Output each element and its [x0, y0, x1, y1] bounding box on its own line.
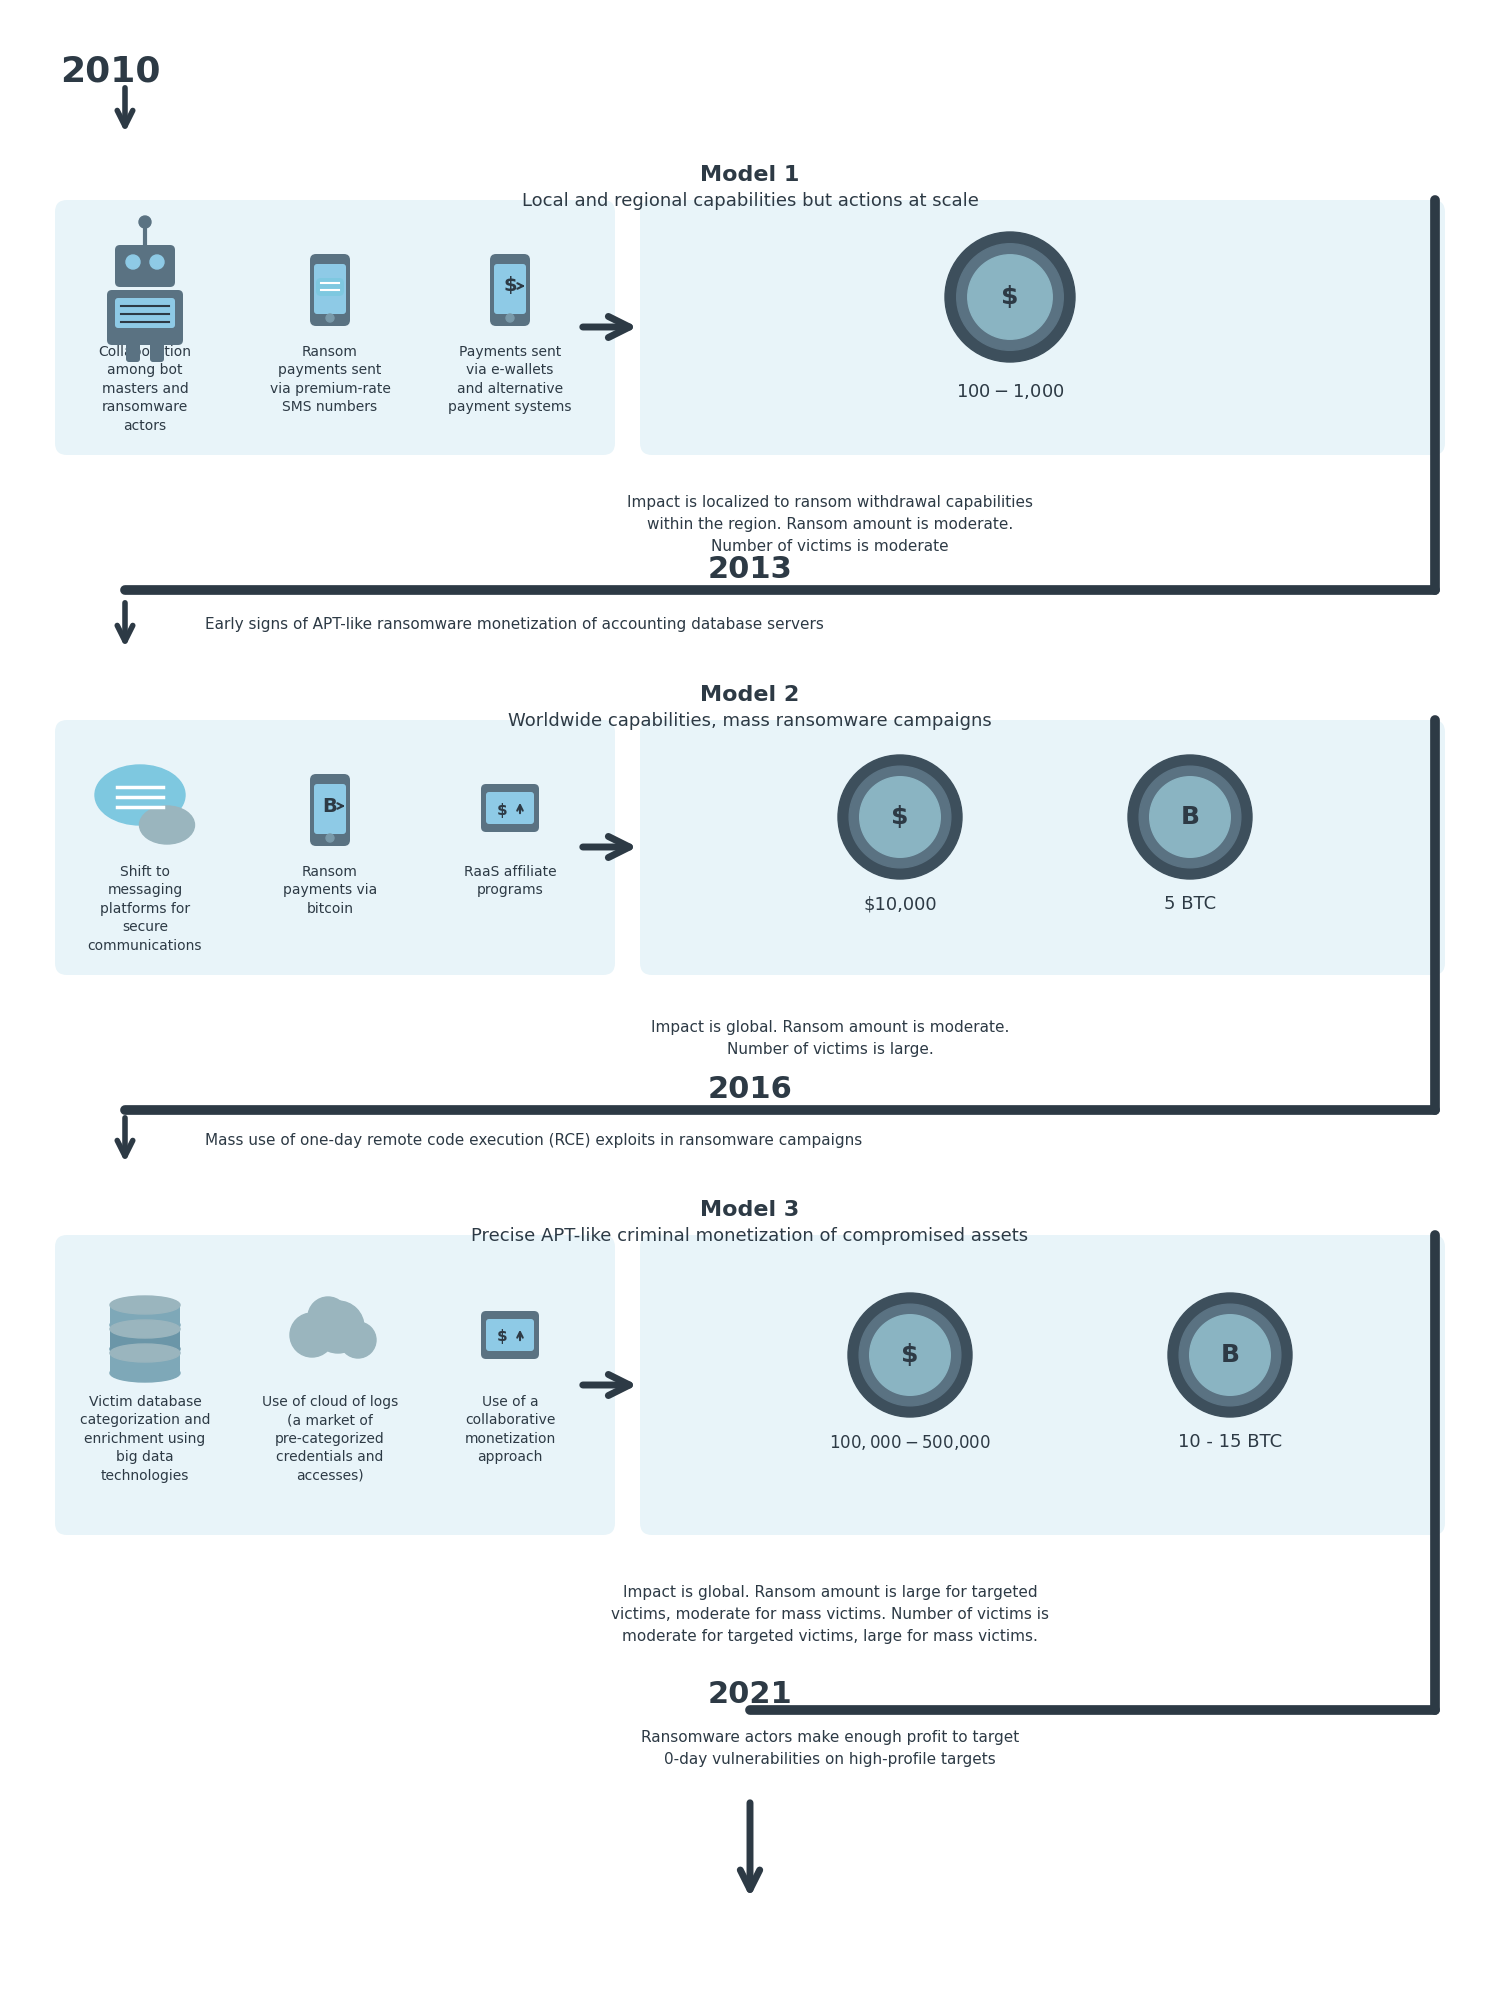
FancyBboxPatch shape — [640, 200, 1444, 455]
FancyBboxPatch shape — [482, 1311, 538, 1359]
Circle shape — [859, 1305, 962, 1406]
Text: Victim database
categorization and
enrichment using
big data
technologies: Victim database categorization and enric… — [80, 1395, 210, 1482]
Circle shape — [870, 1315, 951, 1395]
Circle shape — [1179, 1305, 1281, 1406]
FancyBboxPatch shape — [56, 720, 615, 976]
Circle shape — [1168, 1293, 1292, 1416]
Text: Precise APT-like criminal monetization of compromised assets: Precise APT-like criminal monetization o… — [471, 1227, 1029, 1245]
Ellipse shape — [110, 1341, 180, 1359]
Text: $10,000: $10,000 — [862, 896, 938, 914]
Circle shape — [849, 766, 951, 868]
Text: 2013: 2013 — [708, 555, 792, 585]
FancyBboxPatch shape — [486, 1319, 534, 1351]
Text: Mass use of one-day remote code execution (RCE) exploits in ransomware campaigns: Mass use of one-day remote code executio… — [206, 1133, 862, 1147]
Text: Collaboration
among bot
masters and
ransomware
actors: Collaboration among bot masters and rans… — [99, 345, 192, 433]
Circle shape — [312, 1301, 364, 1353]
Circle shape — [957, 243, 1064, 351]
Circle shape — [140, 215, 152, 227]
FancyBboxPatch shape — [116, 245, 176, 287]
Text: Impact is global. Ransom amount is moderate.
Number of victims is large.: Impact is global. Ransom amount is moder… — [651, 1019, 1010, 1057]
Circle shape — [290, 1313, 334, 1357]
Circle shape — [150, 255, 164, 269]
Ellipse shape — [110, 1365, 180, 1383]
FancyBboxPatch shape — [490, 253, 530, 325]
Circle shape — [1149, 776, 1230, 858]
FancyBboxPatch shape — [314, 784, 346, 834]
Ellipse shape — [110, 1317, 180, 1335]
Text: Model 1: Model 1 — [700, 166, 800, 186]
Circle shape — [126, 255, 140, 269]
Text: Early signs of APT-like ransomware monetization of accounting database servers: Early signs of APT-like ransomware monet… — [206, 618, 824, 632]
Circle shape — [839, 754, 962, 880]
Text: Use of a
collaborative
monetization
approach: Use of a collaborative monetization appr… — [465, 1395, 555, 1464]
FancyBboxPatch shape — [640, 1235, 1444, 1534]
FancyBboxPatch shape — [494, 263, 526, 313]
Text: Local and regional capabilities but actions at scale: Local and regional capabilities but acti… — [522, 192, 978, 209]
Text: $: $ — [496, 802, 507, 818]
Ellipse shape — [94, 764, 184, 826]
Text: Ransomware actors make enough profit to target
0-day vulnerabilities on high-pro: Ransomware actors make enough profit to … — [640, 1730, 1019, 1768]
Text: B: B — [322, 796, 338, 816]
Circle shape — [847, 1293, 972, 1416]
Text: Worldwide capabilities, mass ransomware campaigns: Worldwide capabilities, mass ransomware … — [509, 712, 992, 730]
FancyBboxPatch shape — [110, 1353, 180, 1373]
FancyBboxPatch shape — [56, 1235, 615, 1534]
Ellipse shape — [140, 806, 195, 844]
FancyBboxPatch shape — [640, 720, 1444, 976]
Text: Shift to
messaging
platforms for
secure
communications: Shift to messaging platforms for secure … — [87, 866, 202, 952]
Text: B: B — [1180, 806, 1200, 830]
FancyBboxPatch shape — [316, 277, 344, 295]
Ellipse shape — [110, 1345, 180, 1363]
FancyBboxPatch shape — [56, 200, 615, 455]
Text: $100 - $1,000: $100 - $1,000 — [956, 381, 1065, 401]
Text: 5 BTC: 5 BTC — [1164, 896, 1216, 914]
Text: $: $ — [503, 277, 518, 295]
Circle shape — [968, 255, 1053, 339]
FancyBboxPatch shape — [110, 1329, 180, 1349]
Text: $100,000 - $500,000: $100,000 - $500,000 — [830, 1432, 992, 1452]
FancyBboxPatch shape — [486, 792, 534, 824]
FancyBboxPatch shape — [150, 341, 164, 361]
FancyBboxPatch shape — [310, 253, 350, 325]
Text: $: $ — [1002, 285, 1019, 309]
Text: Model 3: Model 3 — [700, 1201, 800, 1221]
Ellipse shape — [110, 1321, 180, 1339]
FancyBboxPatch shape — [314, 263, 346, 313]
FancyBboxPatch shape — [110, 1305, 180, 1325]
Circle shape — [859, 776, 940, 858]
Text: 2016: 2016 — [708, 1075, 792, 1103]
Circle shape — [1128, 754, 1252, 880]
Text: Ransom
payments via
bitcoin: Ransom payments via bitcoin — [284, 866, 376, 916]
Text: Model 2: Model 2 — [700, 684, 800, 704]
FancyBboxPatch shape — [116, 297, 176, 327]
Circle shape — [326, 313, 334, 321]
Text: $: $ — [496, 1329, 507, 1345]
Text: $: $ — [902, 1343, 918, 1367]
Circle shape — [506, 313, 515, 321]
FancyBboxPatch shape — [310, 774, 350, 846]
Text: Use of cloud of logs
(a market of
pre-categorized
credentials and
accesses): Use of cloud of logs (a market of pre-ca… — [262, 1395, 398, 1482]
Text: Payments sent
via e-wallets
and alternative
payment systems: Payments sent via e-wallets and alternat… — [448, 345, 572, 415]
Text: 2021: 2021 — [708, 1680, 792, 1710]
FancyBboxPatch shape — [126, 341, 140, 361]
Text: Ransom
payments sent
via premium-rate
SMS numbers: Ransom payments sent via premium-rate SM… — [270, 345, 390, 415]
Ellipse shape — [110, 1297, 180, 1315]
Text: 10 - 15 BTC: 10 - 15 BTC — [1178, 1432, 1282, 1450]
Text: $: $ — [891, 806, 909, 830]
Circle shape — [1138, 766, 1240, 868]
Text: RaaS affiliate
programs: RaaS affiliate programs — [464, 866, 556, 898]
Circle shape — [326, 834, 334, 842]
Circle shape — [308, 1297, 348, 1337]
Circle shape — [945, 231, 1076, 361]
Text: Impact is global. Ransom amount is large for targeted
victims, moderate for mass: Impact is global. Ransom amount is large… — [610, 1584, 1048, 1644]
Text: 2010: 2010 — [60, 56, 160, 90]
FancyBboxPatch shape — [106, 289, 183, 345]
Circle shape — [1190, 1315, 1270, 1395]
Circle shape — [340, 1323, 376, 1359]
FancyBboxPatch shape — [482, 784, 538, 832]
Text: Impact is localized to ransom withdrawal capabilities
within the region. Ransom : Impact is localized to ransom withdrawal… — [627, 495, 1034, 555]
Text: B: B — [1221, 1343, 1239, 1367]
